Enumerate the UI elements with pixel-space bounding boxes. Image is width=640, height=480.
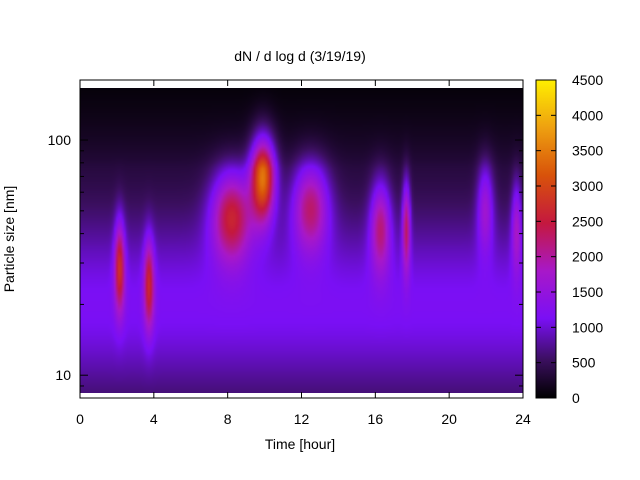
colorbar-tick-label: 4000 (572, 107, 603, 123)
plot-area (79, 79, 524, 399)
colorbar-tick-label: 3000 (572, 178, 603, 194)
colorbar-tick-label: 1000 (572, 319, 603, 335)
x-axis: 0 4 8 12 16 20 24 (76, 80, 531, 427)
colorbar-tick-label: 1500 (572, 284, 603, 300)
y-tick-label: 100 (48, 132, 72, 148)
x-tick-label: 4 (150, 411, 158, 427)
colorbar-tick-label: 500 (572, 355, 596, 371)
colorbar-tick-label: 4500 (572, 72, 603, 88)
heatmap-image (80, 88, 523, 393)
y-tick-label: 10 (55, 367, 71, 383)
y-axis: 10 100 (48, 132, 523, 399)
x-tick-label: 8 (224, 411, 232, 427)
chart-title: dN / d log d (3/19/19) (234, 48, 366, 64)
x-tick-label: 16 (368, 411, 384, 427)
x-tick-label: 24 (515, 411, 531, 427)
colorbar-gradient (536, 80, 556, 398)
x-axis-label: Time [hour] (265, 436, 335, 452)
x-tick-label: 20 (441, 411, 457, 427)
x-tick-label: 12 (294, 411, 310, 427)
colorbar-frame (535, 79, 557, 399)
x-tick-label: 0 (76, 411, 84, 427)
colorbar-ticks: 0 500 1000 1500 2000 2500 3000 3500 4000 4500 (536, 72, 603, 406)
colorbar-tick-label: 0 (572, 390, 580, 406)
colorbar-tick-label: 2500 (572, 213, 603, 229)
colorbar-tick-label: 3500 (572, 143, 603, 159)
y-axis-label: Particle size [nm] (1, 186, 17, 293)
colorbar-tick-label: 2000 (572, 249, 603, 265)
colorbar: 0 500 1000 1500 2000 2500 3000 3500 4000 4500 (535, 72, 603, 406)
